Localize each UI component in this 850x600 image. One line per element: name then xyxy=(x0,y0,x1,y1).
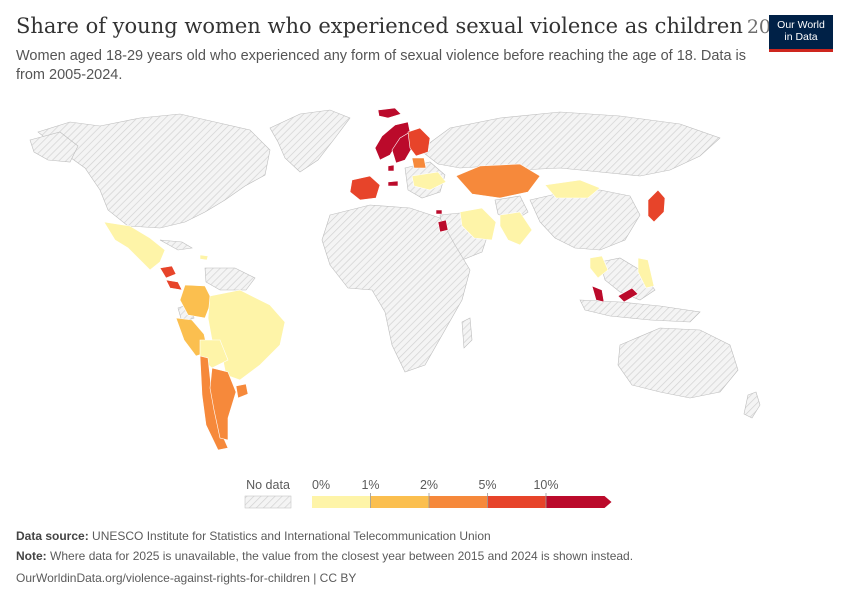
madagascar-region[interactable] xyxy=(461,317,473,349)
legend-bin-3[interactable] xyxy=(487,496,547,508)
note-label: Note: xyxy=(16,549,47,563)
legend-ticks: 0% 1% 2% 5% 10% xyxy=(312,478,559,508)
cuba-region[interactable] xyxy=(159,239,193,251)
alaska-region[interactable] xyxy=(29,131,79,163)
southeast-asia-region[interactable] xyxy=(599,257,656,301)
mexico-region[interactable] xyxy=(103,221,166,271)
malaysia-borneo-region[interactable] xyxy=(617,287,639,303)
jamaica-region[interactable] xyxy=(199,254,209,261)
legend-bin-2[interactable] xyxy=(429,496,488,508)
iran-region[interactable] xyxy=(459,207,497,241)
legend-tick-label: 1% xyxy=(361,478,379,492)
malaysia-region[interactable] xyxy=(591,285,605,303)
colombia-region[interactable] xyxy=(179,284,213,319)
jordan-region[interactable] xyxy=(437,219,449,233)
austria-region[interactable] xyxy=(387,180,399,187)
thailand-region[interactable] xyxy=(589,255,609,279)
source-url-link[interactable]: OurWorldinData.org/violence-against-righ… xyxy=(16,571,357,585)
no-data-legend: No data xyxy=(244,478,292,509)
argentina-region[interactable] xyxy=(209,367,237,441)
estonia-lithuania-region[interactable] xyxy=(411,157,427,169)
legend-tick-label: 0% xyxy=(312,478,330,492)
note-line: Note: Where data for 2025 is unavailable… xyxy=(16,549,633,564)
honduras-region[interactable] xyxy=(159,265,177,279)
ukraine-region[interactable] xyxy=(411,171,447,191)
kazakhstan-region[interactable] xyxy=(455,163,541,199)
china-region[interactable] xyxy=(529,189,641,251)
japan-region[interactable] xyxy=(647,189,666,223)
legend-bin-0[interactable] xyxy=(312,496,371,508)
finland-region[interactable] xyxy=(407,127,431,157)
africa-region[interactable] xyxy=(321,204,471,373)
legend-bin-1[interactable] xyxy=(370,496,430,508)
color-legend: No data 0% 1% 2% 5% 10% xyxy=(244,478,612,509)
data-source-line: Data source: UNESCO Institute for Statis… xyxy=(16,529,491,544)
note-text: Where data for 2025 is unavailable, the … xyxy=(50,549,634,563)
mongolia-region[interactable] xyxy=(544,179,601,199)
venezuela-guyana-region[interactable] xyxy=(204,267,256,291)
chart-title-text: Share of young women who experienced sex… xyxy=(16,14,743,38)
legend-tick-label: 5% xyxy=(478,478,496,492)
costa-rica-region[interactable] xyxy=(165,279,183,291)
source-label: Data source: xyxy=(16,529,89,543)
new-zealand-region[interactable] xyxy=(743,391,761,419)
logo-line-1: Our World xyxy=(777,19,825,31)
brazil-region[interactable] xyxy=(207,289,286,381)
india-region[interactable] xyxy=(499,211,533,246)
north-america-region[interactable] xyxy=(37,113,271,229)
denmark-region[interactable] xyxy=(387,164,395,172)
legend-bin-4[interactable] xyxy=(546,496,605,508)
chart-subtitle: Women aged 18-29 years old who experienc… xyxy=(16,48,747,83)
chart-title: Share of young women who experienced sex… xyxy=(16,12,795,41)
iceland-region[interactable] xyxy=(377,107,402,119)
russia-region[interactable] xyxy=(419,111,721,177)
source-text: UNESCO Institute for Statistics and Inte… xyxy=(92,529,491,543)
world-map xyxy=(29,107,761,451)
greenland-region[interactable] xyxy=(269,109,351,173)
no-data-label: No data xyxy=(246,478,290,492)
philippines-region[interactable] xyxy=(637,257,655,289)
australia-region[interactable] xyxy=(617,327,739,399)
france-region[interactable] xyxy=(349,175,381,201)
legend-arrow xyxy=(604,496,612,508)
legend-bins xyxy=(312,496,612,508)
uruguay-region[interactable] xyxy=(235,383,249,399)
cyprus-region[interactable] xyxy=(435,209,443,215)
indonesia-region[interactable] xyxy=(579,299,701,323)
owid-logo[interactable]: Our World in Data xyxy=(769,15,833,52)
no-data-swatch xyxy=(244,495,292,509)
chile-region[interactable] xyxy=(199,355,229,451)
logo-line-2: in Data xyxy=(784,31,818,43)
legend-tick-label: 10% xyxy=(533,478,558,492)
legend-tick-label: 2% xyxy=(420,478,438,492)
